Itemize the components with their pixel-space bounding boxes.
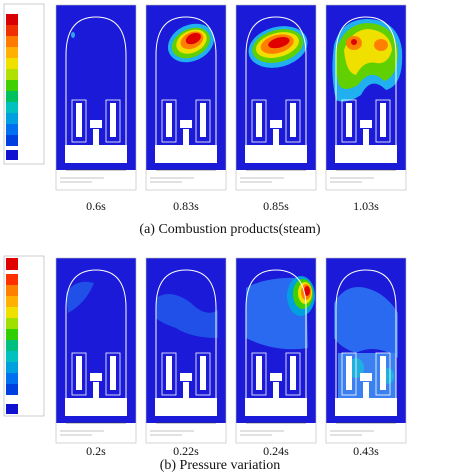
plot-a4 bbox=[325, 4, 407, 191]
plot-b2 bbox=[145, 257, 227, 444]
plot-a1 bbox=[55, 4, 137, 191]
time-label: 0.2s bbox=[86, 444, 106, 458]
time-label: 0.24s bbox=[263, 444, 289, 458]
plot-a2 bbox=[145, 4, 227, 191]
legend-b bbox=[3, 255, 45, 417]
time-label: 0.85s bbox=[263, 199, 289, 213]
plot-b1 bbox=[55, 257, 137, 444]
caption: (b) Pressure variation bbox=[160, 458, 281, 473]
time-label: 0.43s bbox=[353, 444, 379, 458]
time-label: 0.22s bbox=[173, 444, 199, 458]
time-label: 1.03s bbox=[353, 199, 379, 213]
time-label: 0.6s bbox=[86, 199, 106, 213]
caption: (a) Combustion products(steam) bbox=[139, 222, 321, 237]
legend-a bbox=[3, 3, 45, 165]
time-label: 0.83s bbox=[173, 199, 199, 213]
plot-a3 bbox=[235, 4, 317, 191]
plot-b4 bbox=[325, 257, 407, 444]
plot-b3 bbox=[235, 257, 317, 444]
